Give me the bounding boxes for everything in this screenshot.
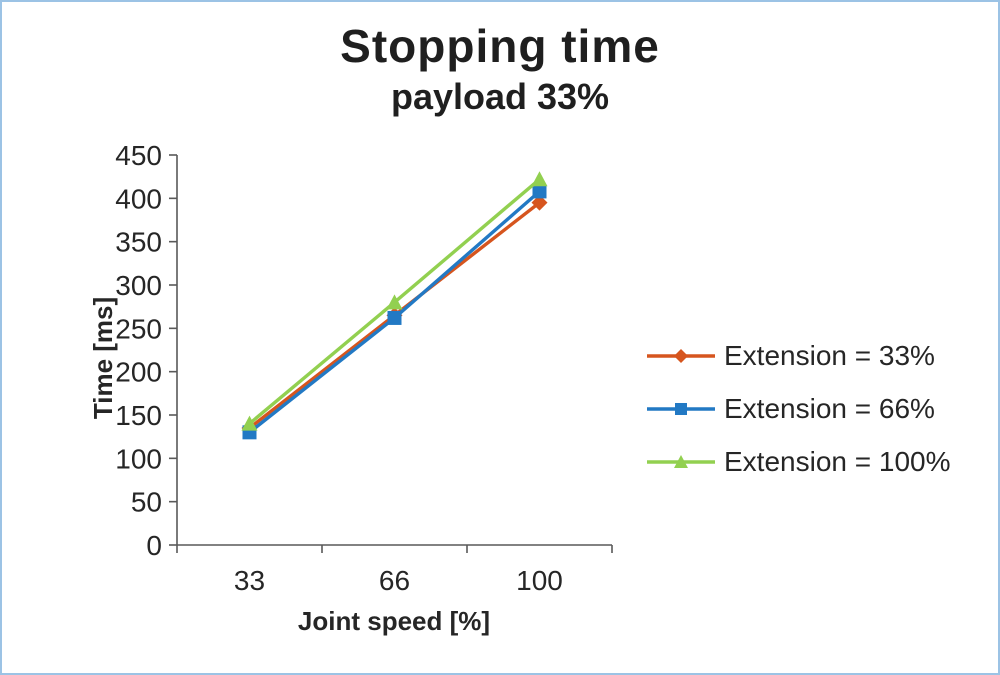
y-tick-label: 0 <box>146 530 162 561</box>
triangle-marker-icon <box>531 171 548 187</box>
y-tick-label: 100 <box>115 443 162 474</box>
triangle-marker-icon <box>674 455 688 468</box>
legend-swatch <box>647 403 715 415</box>
triangle-marker-icon <box>241 415 258 431</box>
square-marker-icon <box>387 310 402 325</box>
legend: Extension = 33% Extension = 66% Extension … <box>647 340 951 478</box>
triangle-marker-icon <box>386 294 403 310</box>
x-tick-label: 66 <box>379 565 410 596</box>
legend-item: Extension = 33% <box>647 340 951 372</box>
y-tick-label: 450 <box>115 140 162 171</box>
y-tick-label: 350 <box>115 227 162 258</box>
square-marker-icon <box>532 184 547 199</box>
y-tick-label: 250 <box>115 313 162 344</box>
square-marker-icon <box>675 403 687 415</box>
legend-label: Extension = 66% <box>724 393 935 424</box>
y-tick-label: 300 <box>115 270 162 301</box>
diamond-marker-icon <box>531 194 548 211</box>
legend-swatch <box>647 349 715 363</box>
legend-label: Extension = 100% <box>724 446 951 477</box>
y-tick-label: 400 <box>115 183 162 214</box>
x-tick-label: 33 <box>234 565 265 596</box>
chart-subtitle: payload 33% <box>390 75 610 117</box>
y-tick-label: 50 <box>131 487 162 518</box>
chart-title: Stopping time <box>340 20 660 72</box>
plot-group: 0 50 100 150 200 250 300 350 400 450 33 66 100 <box>115 140 613 596</box>
x-tick-label: 100 <box>516 565 563 596</box>
legend-item: Extension = 100% <box>647 446 951 478</box>
legend-item: Extension = 66% <box>647 393 951 425</box>
y-axis-title: Time [ms] <box>88 297 118 419</box>
x-axis-title: Joint speed [%] <box>298 606 490 636</box>
chart-header: Stopping time payload 33% <box>2 20 998 118</box>
diamond-marker-icon <box>674 349 688 363</box>
y-tick-label: 200 <box>115 357 162 388</box>
chart-svg: 0 50 100 150 200 250 300 350 400 450 33 66 100 Time … <box>88 140 613 636</box>
legend-label: Extension = 33% <box>724 340 935 371</box>
y-tick-label: 150 <box>115 400 162 431</box>
legend-swatch <box>647 455 715 468</box>
